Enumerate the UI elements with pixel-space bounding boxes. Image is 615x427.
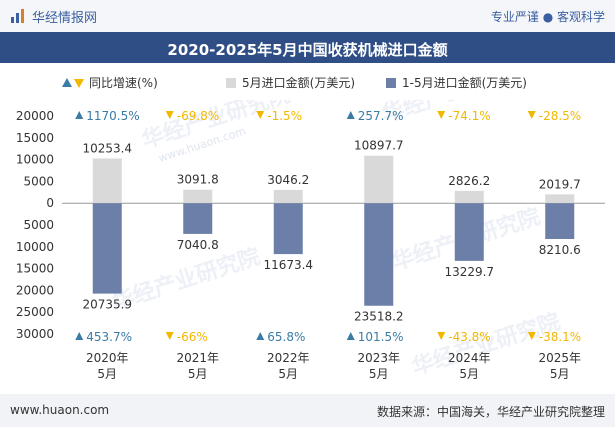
bar-ytd bbox=[273, 203, 303, 255]
growth-down-icon bbox=[256, 111, 265, 119]
title-bar: 2020-2025年5月中国收获机械进口金额 bbox=[0, 32, 615, 63]
legend-may-swatch bbox=[226, 78, 236, 88]
top-bar: 华经情报网 专业严谨 ● 客观科学 bbox=[0, 0, 615, 32]
growth-rate-label: -74.1% bbox=[448, 109, 490, 123]
growth-rate-label: 257.7% bbox=[358, 109, 404, 123]
x-category-label: 5月 bbox=[369, 367, 389, 381]
data-source: 数据来源：中国海关，华经产业研究院整理 bbox=[376, 405, 605, 419]
bar-chart: 华经产业研究院华经产业研究院华经产业研究院华经产业研究院华经产业研究院www.h… bbox=[16, 100, 605, 381]
logo-icon bbox=[11, 9, 24, 23]
x-category-label: 5月 bbox=[459, 367, 479, 381]
brand-name: 华经情报网 bbox=[32, 11, 98, 26]
bar-may bbox=[364, 155, 394, 204]
growth-rate-label: -66% bbox=[177, 330, 208, 344]
bar-may bbox=[183, 189, 213, 204]
y-tick-label: 25000 bbox=[16, 305, 54, 319]
x-category-label: 5月 bbox=[188, 367, 208, 381]
footer: www.huaon.com 数据来源：中国海关，华经产业研究院整理 bbox=[0, 394, 615, 427]
growth-down-icon bbox=[527, 332, 536, 340]
growth-rate-label: -69.8% bbox=[177, 109, 219, 123]
bar-ytd-value-label: 7040.8 bbox=[177, 238, 219, 252]
growth-rate-label: -43.8% bbox=[448, 330, 490, 344]
legend-growth: 同比增速(%) bbox=[62, 74, 158, 91]
legend-ytd-label: 1-5月进口金额(万美元) bbox=[402, 76, 527, 90]
x-category-label: 2024年 bbox=[448, 351, 491, 365]
bar-ytd-value-label: 13229.7 bbox=[444, 265, 494, 279]
bar-ytd bbox=[545, 203, 575, 239]
x-category-label: 2021年 bbox=[176, 351, 219, 365]
y-tick-label: 10000 bbox=[16, 240, 54, 254]
growth-down-icon bbox=[437, 332, 446, 340]
x-category-label: 2025年 bbox=[538, 351, 581, 365]
bar-may-value-label: 2019.7 bbox=[539, 177, 581, 191]
growth-up-icon bbox=[75, 332, 84, 340]
growth-rate-label: -1.5% bbox=[267, 109, 302, 123]
growth-rate-label: -38.1% bbox=[539, 330, 581, 344]
up-triangle-icon bbox=[62, 78, 72, 87]
x-category-label: 2023年 bbox=[357, 351, 400, 365]
bar-may-value-label: 3046.2 bbox=[267, 173, 309, 187]
bar-may bbox=[273, 189, 303, 204]
y-tick-label: 0 bbox=[46, 196, 54, 210]
legend-ytd: 1-5月进口金额(万美元) bbox=[386, 74, 527, 91]
bar-ytd-value-label: 23518.2 bbox=[354, 310, 404, 324]
legend: 同比增速(%) 5月进口金额(万美元) 1-5月进口金额(万美元) bbox=[0, 74, 615, 94]
y-tick-label: 15000 bbox=[16, 262, 54, 276]
bar-ytd-value-label: 20735.9 bbox=[82, 298, 132, 312]
slogan: 专业严谨 ● 客观科学 bbox=[490, 10, 605, 24]
growth-down-icon bbox=[437, 111, 446, 119]
y-tick-label: 20000 bbox=[16, 283, 54, 297]
growth-up-icon bbox=[346, 111, 355, 119]
y-tick-label: 5000 bbox=[23, 174, 54, 188]
y-tick-label: 20000 bbox=[16, 109, 54, 123]
y-tick-label: 30000 bbox=[16, 327, 54, 341]
bar-may bbox=[454, 190, 484, 204]
bar-ytd-value-label: 11673.4 bbox=[263, 258, 313, 272]
bar-ytd bbox=[454, 203, 484, 261]
growth-rate-label: 65.8% bbox=[267, 330, 305, 344]
y-tick-label: 5000 bbox=[23, 218, 54, 232]
legend-may: 5月进口金额(万美元) bbox=[226, 74, 355, 91]
x-category-label: 2022年 bbox=[267, 351, 310, 365]
footer-website: www.huaon.com bbox=[10, 403, 110, 417]
growth-down-icon bbox=[527, 111, 536, 119]
growth-down-icon bbox=[165, 332, 174, 340]
growth-up-icon bbox=[256, 332, 265, 340]
x-category-label: 5月 bbox=[278, 367, 298, 381]
legend-ytd-swatch bbox=[386, 78, 396, 88]
growth-up-icon bbox=[346, 332, 355, 340]
chart-title: 2020-2025年5月中国收获机械进口金额 bbox=[167, 41, 448, 59]
bar-may-value-label: 3091.8 bbox=[177, 173, 219, 187]
bar-may-value-label: 2826.2 bbox=[448, 174, 490, 188]
x-category-label: 5月 bbox=[97, 367, 117, 381]
growth-rate-label: 453.7% bbox=[86, 330, 132, 344]
bar-may-value-label: 10253.4 bbox=[82, 141, 132, 155]
bar-ytd bbox=[183, 203, 213, 234]
watermark-text: 华经产业研究院 bbox=[409, 308, 564, 380]
growth-rate-label: -28.5% bbox=[539, 109, 581, 123]
bar-may-value-label: 10897.7 bbox=[354, 139, 404, 153]
legend-may-label: 5月进口金额(万美元) bbox=[242, 76, 355, 90]
x-category-label: 2020年 bbox=[86, 351, 129, 365]
legend-growth-label: 同比增速(%) bbox=[89, 76, 158, 90]
y-tick-label: 15000 bbox=[16, 131, 54, 145]
bar-ytd bbox=[364, 203, 394, 306]
growth-up-icon bbox=[75, 111, 84, 119]
bar-may bbox=[545, 194, 575, 204]
growth-down-icon bbox=[165, 111, 174, 119]
bar-ytd bbox=[92, 203, 122, 294]
growth-rate-label: 101.5% bbox=[358, 330, 404, 344]
y-tick-label: 10000 bbox=[16, 153, 54, 167]
bar-ytd-value-label: 8210.6 bbox=[539, 243, 581, 257]
growth-rate-label: 1170.5% bbox=[86, 109, 139, 123]
x-category-label: 5月 bbox=[550, 367, 570, 381]
bar-may bbox=[92, 158, 122, 204]
down-triangle-icon bbox=[74, 79, 84, 88]
